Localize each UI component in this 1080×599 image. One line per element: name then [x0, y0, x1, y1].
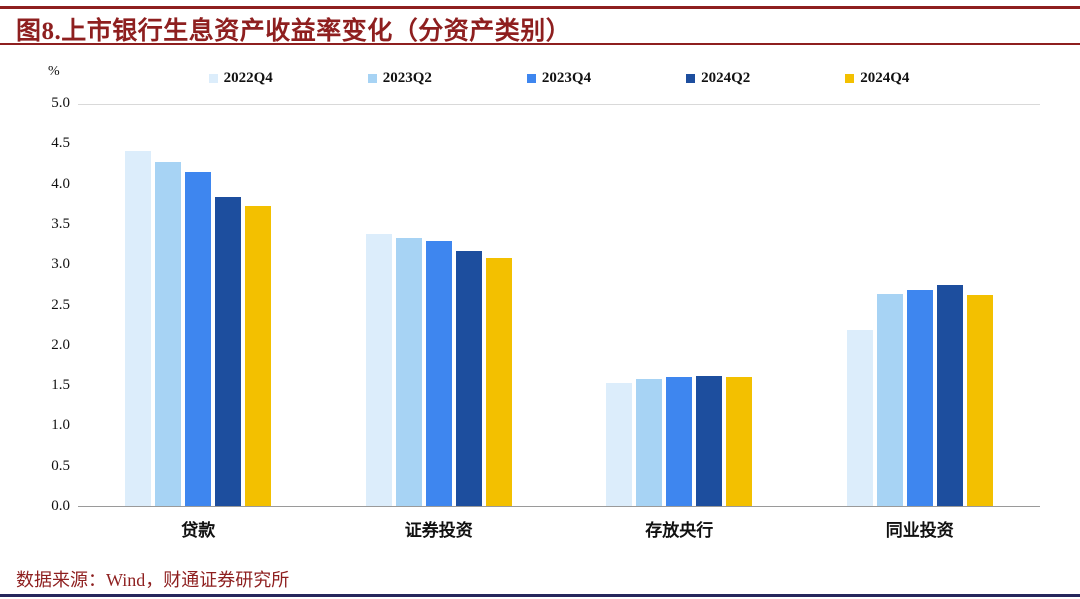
y-tick-label: 0.5 [51, 457, 70, 474]
legend-swatch-icon [845, 74, 855, 83]
bar [936, 285, 963, 506]
legend-label: 2024Q4 [860, 70, 910, 86]
y-axis-unit-label: % [48, 64, 60, 79]
y-axis: 0.0 0.5 1.0 1.5 2.0 2.5 3.0 3.5 4.0 4.5 5.0 [18, 95, 70, 514]
y-tick-label: 3.0 [51, 256, 70, 273]
legend-swatch-icon [526, 74, 536, 83]
y-tick-label: 0.0 [51, 498, 70, 514]
bar [906, 290, 933, 506]
legend-swatch-icon [208, 74, 218, 83]
x-category-label: 存放央行 [645, 521, 714, 540]
legend-item: 2022Q4 [208, 70, 273, 87]
bar [666, 377, 693, 506]
bar [125, 150, 152, 506]
x-category-label: 同业投资 [885, 521, 954, 540]
bar [185, 171, 212, 506]
x-category-label: 贷款 [181, 521, 216, 540]
bar [155, 161, 182, 506]
y-tick-label: 2.5 [51, 296, 70, 313]
y-tick-label: 2.0 [51, 336, 70, 353]
bar [876, 294, 903, 506]
bar [846, 330, 873, 506]
bar [606, 382, 633, 506]
top-divider [0, 6, 1080, 9]
bar [485, 257, 512, 506]
y-tick-label: 3.5 [51, 215, 70, 232]
bar [455, 251, 482, 506]
legend-item: 2023Q2 [367, 70, 432, 87]
bar [966, 294, 993, 506]
legend-item: 2024Q2 [686, 70, 750, 87]
y-tick-label: 5.0 [51, 95, 70, 111]
bottom-divider [0, 594, 1080, 597]
legend-label: 2022Q4 [223, 70, 273, 86]
bar [696, 376, 723, 506]
figure-title: 图8.上市银行生息资产收益率变化（分资产类别） [16, 18, 572, 45]
bar [636, 378, 663, 506]
bar [425, 240, 452, 506]
source-note: 数据来源：Wind，财通证券研究所 [16, 570, 290, 590]
bar [395, 237, 422, 506]
bar [726, 377, 753, 506]
bar [215, 197, 242, 506]
legend-item: 2024Q4 [845, 70, 909, 87]
bar [245, 206, 272, 506]
legend-swatch-icon [686, 74, 696, 83]
legend-label: 2024Q2 [701, 70, 751, 86]
chart-legend: 2022Q4 2023Q2 2023Q4 2024Q2 2024Q4 [78, 70, 1040, 87]
y-tick-label: 4.5 [51, 135, 70, 152]
bar [365, 234, 392, 506]
legend-label: 2023Q2 [382, 70, 432, 86]
legend-label: 2023Q4 [541, 70, 592, 86]
header-divider [0, 43, 1080, 45]
y-tick-label: 4.0 [51, 175, 70, 192]
plot-area [78, 104, 1040, 507]
x-axis: 贷款 证券投资 存放央行 同业投资 [78, 516, 1040, 540]
y-tick-label: 1.0 [51, 417, 70, 434]
legend-item: 2023Q4 [526, 70, 592, 87]
y-tick-label: 1.5 [51, 377, 70, 394]
x-category-label: 证券投资 [404, 521, 473, 540]
legend-swatch-icon [367, 74, 377, 83]
